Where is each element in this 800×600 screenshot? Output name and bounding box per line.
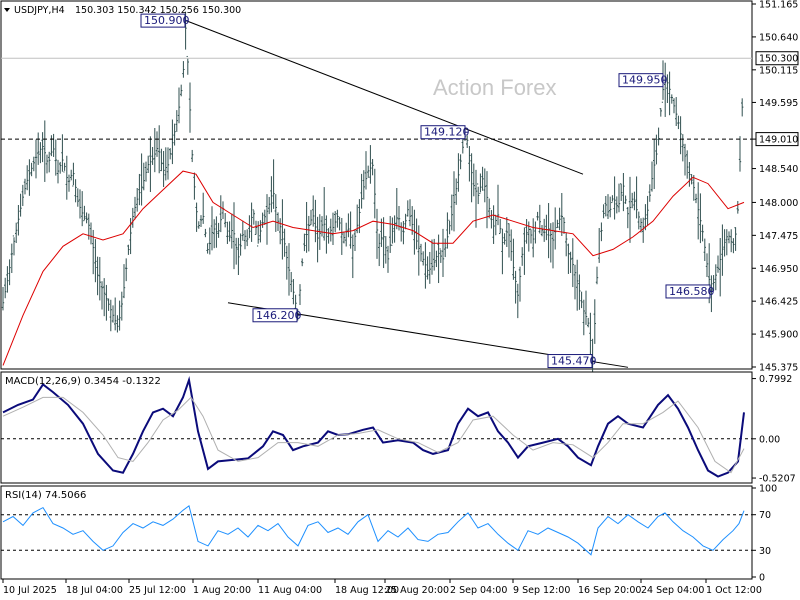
rsi-tick-label: 100 — [759, 484, 777, 495]
price-tag-label: 150.300 — [759, 54, 798, 65]
price-tick-label: 145.900 — [759, 330, 798, 341]
triangle-down-icon[interactable] — [4, 8, 10, 12]
price-tick-label: 146.950 — [759, 264, 798, 275]
callout-label: 149.950 — [622, 74, 668, 87]
price-pane[interactable] — [0, 0, 753, 370]
price-callout-145470[interactable]: 145.470 — [547, 354, 597, 369]
price-tick-label: 145.375 — [759, 363, 798, 374]
moving-average-line — [2, 170, 745, 366]
macd-signal-line — [2, 396, 745, 474]
time-tick-label: 24 Sep 04:00 — [641, 585, 704, 596]
price-tick-label: 149.595 — [759, 98, 798, 109]
macd-tick-label: -0.5207 — [759, 474, 796, 485]
callout-label: 150.900 — [144, 14, 190, 27]
upper-trendline[interactable] — [185, 20, 584, 175]
callout-label: 146.200 — [256, 309, 302, 322]
rsi-tick-label: 30 — [759, 546, 771, 557]
time-tick-label: 18 Aug 12:00 — [335, 585, 399, 596]
price-callout-150900[interactable]: 150.900 — [140, 13, 190, 28]
rsi-title: RSI(14) 74.5066 — [5, 490, 86, 501]
symbol-label: USDJPY,H4 — [14, 5, 65, 16]
time-tick-label: 18 Jul 04:00 — [66, 585, 123, 596]
callout-label: 145.470 — [551, 355, 597, 368]
price-tick-label: 150.115 — [759, 65, 798, 76]
time-tick-label: 1 Aug 20:00 — [193, 585, 251, 596]
macd-tick-label: 0.00 — [759, 434, 780, 445]
watermark: Action Forex — [433, 75, 557, 100]
macd-tick-label: 0.7992 — [759, 374, 792, 385]
rsi-pane[interactable] — [0, 485, 753, 580]
price-callout-149120[interactable]: 149.120 — [420, 125, 470, 140]
price-tick-label: 150.640 — [759, 32, 798, 43]
time-axis: 10 Jul 2025 18 Jul 04:00 25 Jul 12:00 1 Aug… — [2, 579, 762, 596]
price-callout-146580[interactable]: 146.580 — [665, 284, 715, 299]
callout-label: 146.580 — [669, 285, 715, 298]
callout-label: 149.120 — [424, 126, 470, 139]
current-price-tag — [755, 51, 799, 66]
price-callout-146200[interactable]: 146.200 — [252, 308, 302, 323]
time-tick-label: 11 Aug 04:00 — [258, 585, 322, 596]
ohlc-readout: 150.303 150.342 150.256 150.300 — [75, 5, 241, 16]
price-tick-label: 148.540 — [759, 164, 798, 175]
time-tick-label: 10 Jul 2025 — [3, 585, 57, 596]
price-tick-label: 147.475 — [759, 231, 798, 242]
price-tick-label: 148.000 — [759, 198, 798, 209]
macd-title: MACD(12,26,9) 0.3454 -0.1322 — [5, 376, 161, 387]
level-price-tag — [755, 132, 799, 147]
price-tick-label: 146.425 — [759, 297, 798, 308]
chart-header: USDJPY,H4 150.303 150.342 150.256 150.30… — [4, 5, 241, 16]
rsi-line — [2, 504, 745, 556]
time-tick-label: 1 Oct 12:00 — [706, 585, 762, 596]
macd-pane[interactable] — [0, 371, 753, 484]
time-tick-label: 25 Aug 20:00 — [385, 585, 449, 596]
time-tick-label: 25 Jul 12:00 — [129, 585, 186, 596]
price-tick-label: 151.165 — [759, 0, 798, 11]
time-tick-label: 16 Sep 20:00 — [578, 585, 641, 596]
time-tick-label: 9 Sep 12:00 — [513, 585, 570, 596]
rsi-tick-label: 0 — [759, 573, 765, 584]
price-tag-label: 149.010 — [759, 135, 798, 146]
price-axis: 151.165 150.640 150.115 149.595 149.010 148.5… — [752, 0, 799, 374]
time-tick-label: 2 Sep 04:00 — [450, 585, 507, 596]
price-callout-149950[interactable]: 149.950 — [618, 73, 668, 88]
rsi-tick-label: 70 — [759, 510, 771, 521]
